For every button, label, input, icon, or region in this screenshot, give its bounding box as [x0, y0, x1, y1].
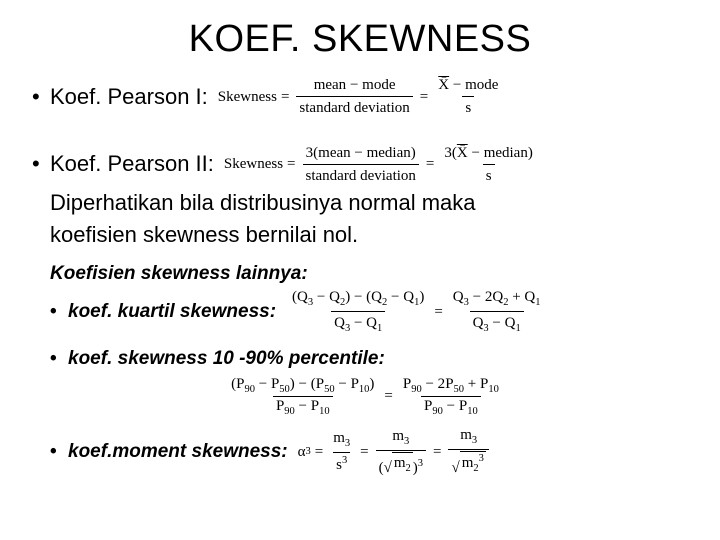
note-line-1: Diperhatikan bila distribusinya normal m…	[32, 188, 688, 218]
formula-pearson-1: Skewness= mean − mode standard deviation…	[218, 75, 505, 119]
formula-percentile: (P90 − P50) − (P50 − P10) P90 − P10 = P9…	[225, 376, 505, 417]
sub-heading: Koefisien skewness lainnya:	[50, 261, 688, 287]
bullet-quartile: • koef. kuartil skewness: (Q3 − Q2) − (Q…	[50, 287, 688, 336]
formula-pearson-2: Skewness= 3(mean − median) standard devi…	[224, 143, 539, 187]
quartile-label: koef. kuartil skewness:	[68, 299, 276, 325]
bullet-percentile: •koef. skewness 10 -90% percentile:	[50, 346, 688, 372]
bullet-pearson-1: • Koef. Pearson I: Skewness= mean − mode…	[32, 75, 688, 119]
formula-moment: α3= m3 s3 = m3 (√m2)3 = m3 √m23	[298, 425, 492, 479]
moment-label: koef.moment skewness:	[68, 439, 288, 465]
formula-quartile: (Q3 − Q2) − (Q2 − Q1) Q3 − Q1 = Q3 − 2Q2…	[286, 287, 546, 336]
pearson1-label: Koef. Pearson I:	[50, 82, 208, 112]
bullet-moment: • koef.moment skewness: α3= m3 s3 = m3 (…	[50, 425, 688, 479]
bullet-pearson-2: • Koef. Pearson II: Skewness= 3(mean − m…	[32, 143, 688, 187]
slide-title: KOEF. SKEWNESS	[32, 18, 688, 61]
percentile-label: koef. skewness 10 -90% percentile:	[68, 348, 385, 369]
pearson2-label: Koef. Pearson II:	[50, 149, 214, 179]
note-line-2: koefisien skewness bernilai nol.	[32, 220, 688, 250]
